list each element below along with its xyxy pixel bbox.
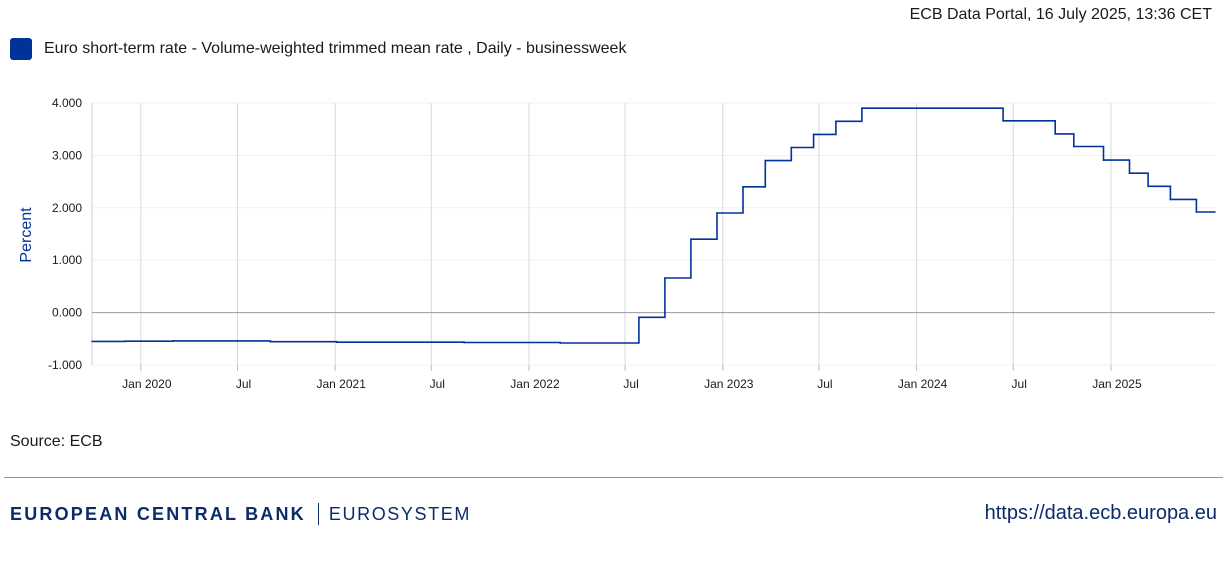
x-axis: Jan 2020 Jul Jan 2021 Jul Jan 2022 Jul Jan 202… — [122, 365, 1142, 391]
data-point — [690, 238, 692, 240]
x-tick-label: Jul — [430, 377, 445, 391]
series-layer — [91, 107, 1216, 344]
x-tick-label: Jul — [623, 377, 638, 391]
ecb-logo: EUROPEAN CENTRAL BANK EUROSYSTEM — [10, 503, 471, 525]
data-point — [812, 133, 815, 136]
data-point — [1147, 185, 1149, 188]
line-chart: 4.000 3.000 2.000 1.000 0.000 -1.000 Jan 2020… — [18, 96, 1216, 391]
series-line — [92, 107, 1215, 344]
data-point — [1214, 211, 1216, 213]
x-tick-label: Jan 2025 — [1092, 377, 1142, 391]
data-point — [742, 186, 744, 188]
x-tick-label: Jan 2022 — [510, 377, 560, 391]
y-tick-label: -1.000 — [48, 358, 82, 372]
bank-name: EUROPEAN CENTRAL BANK — [10, 503, 306, 524]
data-point — [172, 340, 174, 342]
data-point — [269, 340, 272, 343]
data-point — [1195, 211, 1198, 213]
data-point — [463, 341, 466, 344]
y-tick-label: 0.000 — [52, 306, 82, 320]
data-point — [559, 342, 562, 344]
data-point — [638, 316, 640, 319]
eurosystem-label: EUROSYSTEM — [328, 503, 471, 524]
legend-swatch[interactable] — [10, 38, 32, 60]
data-point — [91, 340, 93, 343]
x-tick-label: Jul — [236, 377, 251, 391]
data-point — [336, 341, 338, 344]
data-point — [1054, 133, 1056, 135]
data-point — [764, 159, 767, 162]
x-tick-label: Jan 2024 — [898, 377, 948, 391]
x-tick-label: Jul — [1012, 377, 1027, 391]
footer-divider — [4, 477, 1223, 478]
data-point — [790, 146, 793, 149]
data-point — [1073, 145, 1075, 148]
legend-label[interactable]: Euro short-term rate - Volume-weighted t… — [44, 40, 627, 57]
data-point — [664, 277, 666, 279]
x-tick-label: Jan 2020 — [122, 377, 172, 391]
y-tick-label: 1.000 — [52, 253, 82, 267]
source-note: Source: ECB — [10, 433, 103, 450]
data-point — [1102, 159, 1105, 161]
data-point — [716, 212, 718, 214]
y-axis-label: Percent — [18, 207, 35, 263]
y-tick-label: 4.000 — [52, 96, 82, 110]
data-point — [124, 340, 126, 343]
footer-url-link[interactable]: https://data.ecb.europa.eu — [984, 502, 1217, 524]
y-axis: 4.000 3.000 2.000 1.000 0.000 -1.000 — [48, 96, 82, 372]
data-point — [835, 120, 837, 123]
logo-separator — [317, 503, 319, 525]
data-point — [1002, 120, 1004, 122]
x-tick-label: Jul — [817, 377, 832, 391]
y-tick-label: 2.000 — [52, 201, 82, 215]
data-point — [1169, 198, 1172, 201]
x-tick-label: Jan 2021 — [316, 377, 366, 391]
y-tick-label: 3.000 — [52, 148, 82, 162]
chart-legend[interactable]: Euro short-term rate - Volume-weighted t… — [10, 38, 626, 60]
x-tick-label: Jan 2023 — [704, 377, 754, 391]
data-point — [861, 107, 863, 109]
data-point — [1128, 172, 1131, 174]
timestamp: ECB Data Portal, 16 July 2025, 13:36 CET — [909, 6, 1212, 23]
chart-grid — [91, 102, 1215, 366]
